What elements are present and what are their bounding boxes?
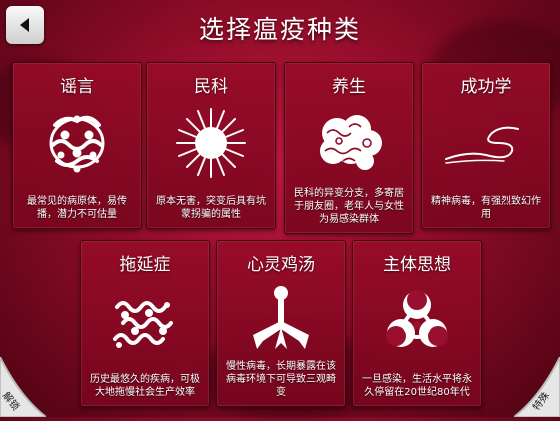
card-description: 慢性病毒，长期暴露在该病毒环境下可导致三观畸变 — [226, 361, 336, 398]
special-corner-button[interactable]: 特殊 — [512, 356, 560, 418]
card-description: 精神病毒，有强烈致幻作用 — [431, 196, 541, 220]
page-curl-icon — [0, 356, 48, 418]
plague-card-nano-virus[interactable]: 心灵鸡汤 慢性病毒，长期暴露在该病毒环境下可导致三观畸变 — [216, 240, 346, 407]
card-title: 拖延症 — [119, 255, 171, 275]
plague-card-virus[interactable]: 民科 原本无害，突变后具有坑蒙拐骗的属性 — [146, 62, 276, 229]
card-description: 原本无害，突变后具有坑蒙拐骗的属性 — [156, 196, 266, 220]
card-title: 成功学 — [460, 77, 512, 97]
fungus-icon — [320, 115, 382, 170]
plague-card-bacteria[interactable]: 谣言 最常见的病原体，易传播，潜力不可估量 — [12, 62, 142, 229]
card-title: 谣言 — [60, 77, 94, 97]
parasite-icon — [445, 126, 519, 164]
nano-virus-icon — [253, 286, 309, 349]
plague-card-bio-weapon[interactable]: 主体思想 一旦感染，生活水平将永久停留在20世纪80年代 — [352, 240, 482, 407]
plague-card-parasite[interactable]: 成功学 精神病毒，有强烈致幻作用 — [421, 62, 551, 229]
unlock-corner-button[interactable]: 解锁 — [0, 356, 48, 418]
card-description: 最常见的病原体，易传播，潜力不可估量 — [27, 196, 127, 220]
back-arrow-icon — [20, 18, 29, 32]
plague-card-prion[interactable]: 拖延症 历史最悠久的疾病，可极大地拖慢社会生产效率 — [80, 240, 210, 407]
page-title: 选择瘟疫种类 — [198, 15, 361, 44]
card-description: 一旦感染，生活水平将永久停留在20世纪80年代 — [362, 374, 472, 398]
card-title: 主体思想 — [383, 255, 451, 275]
card-description: 民科的异变分支，多寄居于朋友圈，老年人与女性为易感染群体 — [294, 188, 404, 225]
virus-icon — [176, 108, 246, 178]
bacteria-icon — [49, 115, 105, 173]
card-title: 养生 — [332, 77, 366, 97]
back-button[interactable] — [6, 6, 44, 44]
card-title: 心灵鸡汤 — [247, 255, 315, 275]
plague-card-fungus[interactable]: 养生 民科的异变分支，多寄居于朋友圈，老年人与女性为易感染群体 — [284, 62, 414, 234]
card-description: 历史最悠久的疾病，可极大地拖慢社会生产效率 — [90, 374, 200, 398]
card-title: 民科 — [194, 77, 228, 97]
prion-icon — [113, 301, 173, 348]
biohazard-icon — [386, 290, 448, 347]
